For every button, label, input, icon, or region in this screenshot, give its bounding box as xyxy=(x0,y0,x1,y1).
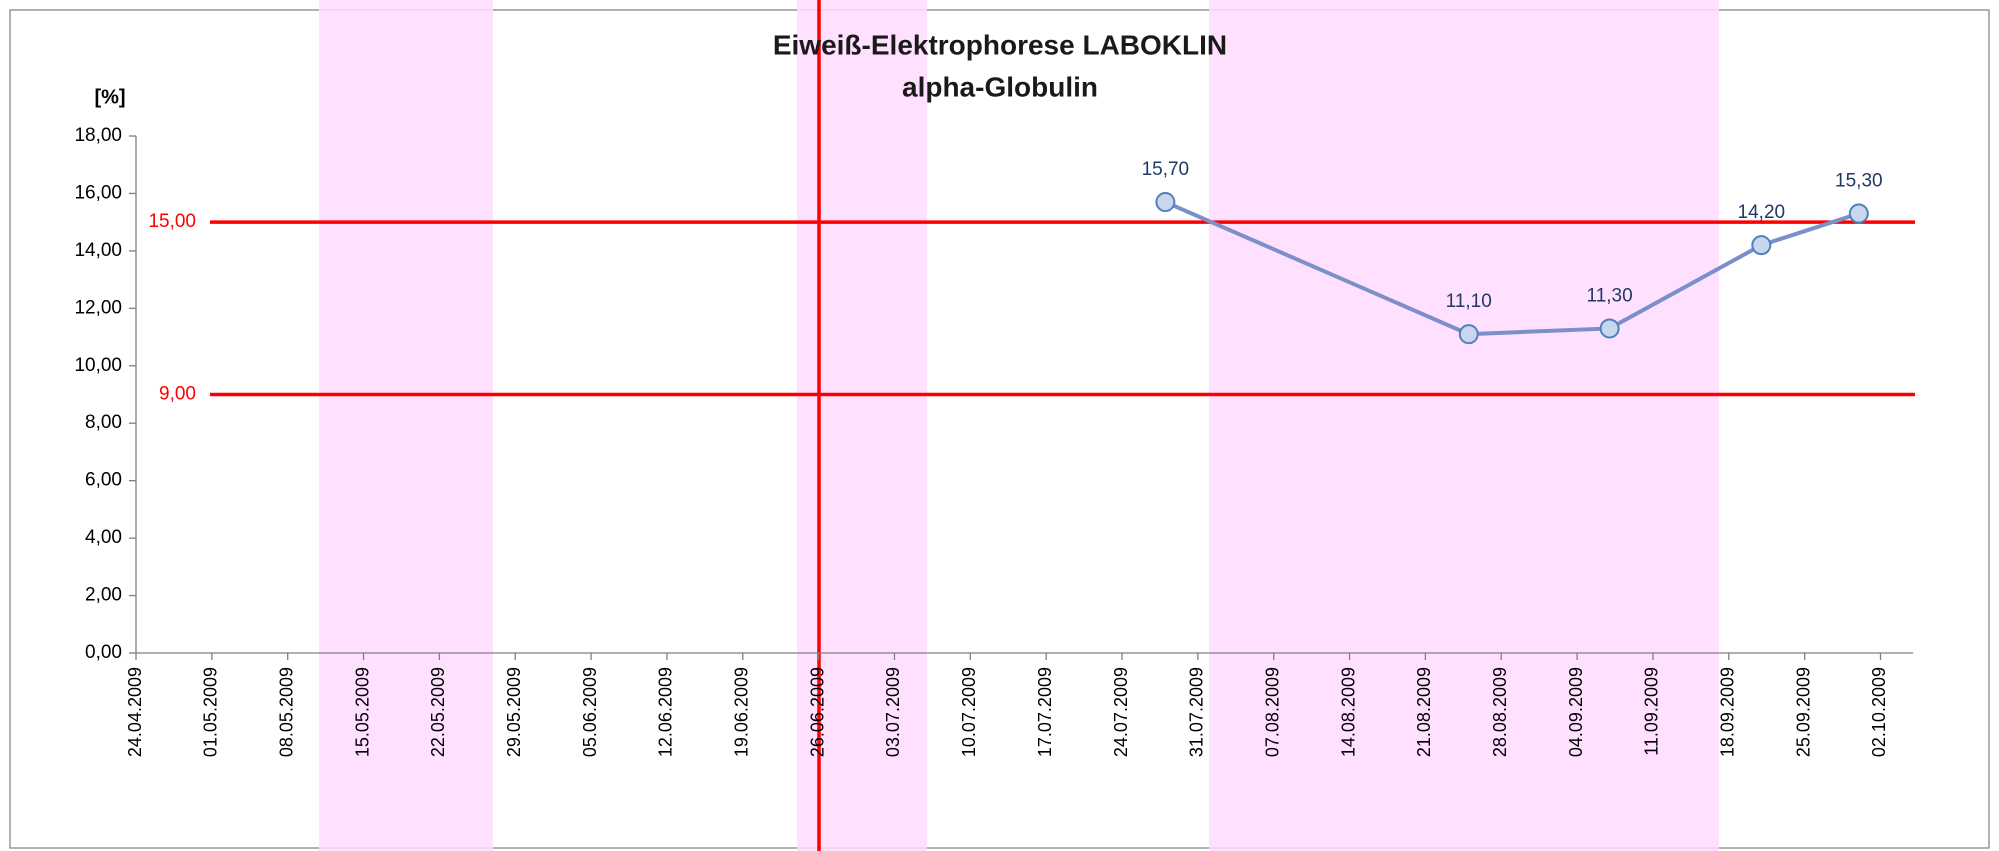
x-tick-label: 08.05.2009 xyxy=(276,667,296,757)
x-tick-label: 24.04.2009 xyxy=(125,667,145,757)
x-tick-label: 31.07.2009 xyxy=(1187,667,1207,757)
x-tick-label: 18.09.2009 xyxy=(1718,667,1738,757)
x-tick-label: 10.07.2009 xyxy=(959,667,979,757)
x-tick-label: 02.10.2009 xyxy=(1869,667,1889,757)
x-tick-label: 04.09.2009 xyxy=(1566,667,1586,757)
y-tick-label: 16,00 xyxy=(74,182,122,203)
x-tick-label: 26.06.2009 xyxy=(807,667,827,757)
data-point xyxy=(1458,324,1479,345)
x-tick-label: 24.07.2009 xyxy=(1111,667,1131,757)
chart-title: Eiweiß-Elektrophorese LABOKLIN xyxy=(773,29,1227,60)
reference-label: 15,00 xyxy=(148,211,196,232)
x-tick-label: 05.06.2009 xyxy=(580,667,600,757)
data-label: 15,30 xyxy=(1835,171,1883,192)
y-tick-label: 0,00 xyxy=(85,642,122,663)
y-tick-label: 18,00 xyxy=(74,125,122,146)
data-point xyxy=(1751,235,1772,256)
x-tick-label: 01.05.2009 xyxy=(201,667,221,757)
x-tick-label: 07.08.2009 xyxy=(1262,667,1282,757)
reference-label: 9,00 xyxy=(159,384,196,405)
chart-subtitle: alpha-Globulin xyxy=(902,71,1098,102)
data-point xyxy=(1599,318,1620,339)
y-tick-label: 6,00 xyxy=(85,470,122,491)
x-tick-label: 14.08.2009 xyxy=(1338,667,1358,757)
data-point xyxy=(1155,192,1176,213)
y-tick-label: 12,00 xyxy=(74,297,122,318)
x-tick-label: 12.06.2009 xyxy=(656,667,676,757)
x-tick-label: 19.06.2009 xyxy=(732,667,752,757)
band xyxy=(1209,0,1719,851)
data-label: 11,10 xyxy=(1446,291,1492,312)
y-axis-title: [%] xyxy=(94,86,125,108)
y-tick-label: 4,00 xyxy=(85,527,122,548)
x-tick-label: 17.07.2009 xyxy=(1035,667,1055,757)
data-label: 11,30 xyxy=(1587,285,1633,306)
band xyxy=(319,0,493,851)
x-tick-label: 29.05.2009 xyxy=(504,667,524,757)
x-tick-label: 21.08.2009 xyxy=(1414,667,1434,757)
x-tick-label: 11.09.2009 xyxy=(1642,667,1662,756)
highlight-bands xyxy=(319,0,1719,851)
x-tick-label: 03.07.2009 xyxy=(883,667,903,757)
data-label: 14,20 xyxy=(1738,202,1786,223)
x-tick-label: 22.05.2009 xyxy=(428,667,448,757)
data-point xyxy=(1848,203,1869,224)
y-tick-label: 2,00 xyxy=(85,585,122,606)
y-tick-label: 14,00 xyxy=(74,240,122,261)
y-tick-label: 10,00 xyxy=(74,355,122,376)
x-tick-label: 28.08.2009 xyxy=(1490,667,1510,757)
x-tick-label: 15.05.2009 xyxy=(352,667,372,757)
y-tick-label: 8,00 xyxy=(85,412,122,433)
data-label: 15,70 xyxy=(1142,159,1190,180)
x-tick-label: 25.09.2009 xyxy=(1793,667,1813,757)
